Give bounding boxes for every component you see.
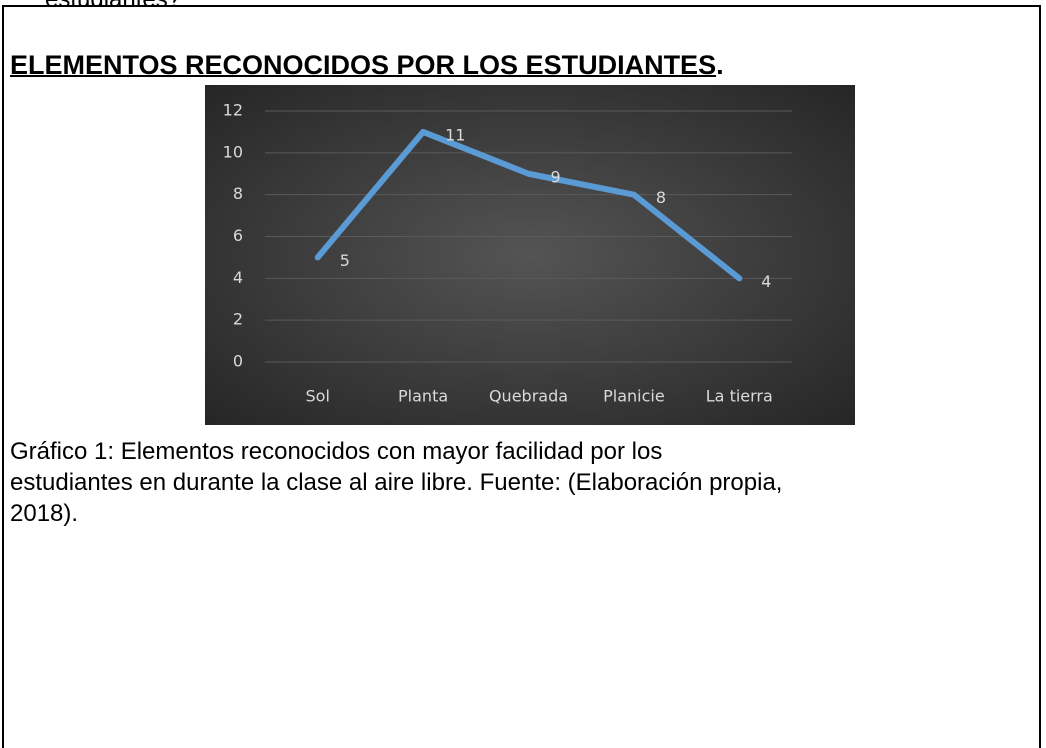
heading: ELEMENTOS RECONOCIDOS POR LOS ESTUDIANTE… [10, 50, 724, 81]
y-tick-label: 0 [233, 352, 243, 371]
x-tick-label: Planta [398, 387, 448, 406]
line [314, 128, 743, 282]
chart-background [205, 85, 855, 425]
caption-line: estudiantes en durante la clase al aire … [10, 469, 783, 496]
caption-line: 2018). [10, 500, 79, 527]
x-tick-label: Planicie [603, 387, 665, 406]
y-tick-label: 12 [223, 101, 243, 120]
data-label: 8 [656, 188, 666, 207]
y-tick-label: 2 [233, 310, 243, 329]
heading-end: . [716, 50, 724, 80]
x-tick-label: Quebrada [489, 387, 568, 406]
chart: 0 2 4 6 8 10 12 Sol Planta Quebrada Planicie La tie… [205, 85, 855, 425]
data-label: 9 [551, 167, 561, 186]
data-label: 11 [445, 125, 465, 144]
y-tick-label: 8 [233, 184, 243, 203]
caption: Gráfico 1: Elementos reconocidos con may… [10, 436, 782, 529]
y-tick-label: 10 [223, 142, 243, 161]
data-label: 4 [761, 272, 771, 291]
x-tick-label: La tierra [706, 387, 773, 406]
caption-line: Gráfico 1: Elementos reconocidos con may… [10, 438, 663, 465]
y-tick-label: 4 [233, 268, 243, 287]
heading-text: ELEMENTOS RECONOCIDOS POR LOS ESTUDIANTE… [10, 50, 717, 80]
y-tick-label: 6 [233, 226, 243, 245]
table-cell [2, 5, 1041, 748]
x-tick-label: Sol [306, 387, 330, 406]
data-label: 5 [340, 251, 350, 270]
